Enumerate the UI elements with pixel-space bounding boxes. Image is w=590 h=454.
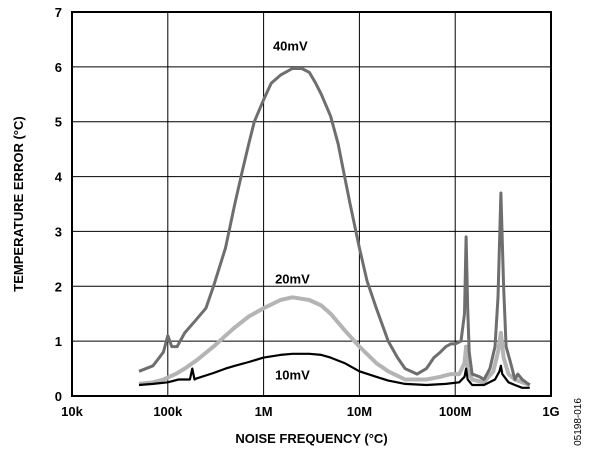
x-tick-label: 1M [255,404,273,419]
series-line-10mv [138,352,530,389]
y-tick-label: 4 [55,170,63,185]
plot-frame [71,11,552,397]
series-layer [138,67,531,389]
y-tick-label: 5 [55,115,62,130]
y-axis-title: TEMPERATURE ERROR (°C) [11,116,26,291]
y-tick-label: 3 [55,224,62,239]
series-line-20mv [138,295,531,387]
y-tick-label: 0 [55,389,62,404]
series-label-20mv: 20mV [275,272,310,287]
y-tick-label: 2 [55,279,62,294]
x-axis-title: NOISE FREQUENCY (°C) [235,431,387,446]
series-line-40mv [138,67,531,387]
series-label-10mv: 10mV [275,368,310,383]
y-tick-label: 6 [55,60,62,75]
x-tick-label: 10M [347,404,372,419]
x-tick-label: 1G [542,404,559,419]
figure-id: 05198-016 [573,398,584,446]
y-tick-label: 1 [55,334,62,349]
x-tick-label: 10k [61,404,83,419]
y-tick-label: 7 [55,5,62,20]
tick-labels: 10k 100k 1M 10M 100M 1G 0 1 2 3 4 5 6 7 [55,5,560,419]
x-tick-label: 100M [439,404,472,419]
x-tick-label: 100k [153,404,183,419]
series-label-40mv: 40mV [273,38,308,53]
series-labels: 20mV 40mV 10mV [273,38,310,382]
grid [72,12,551,396]
